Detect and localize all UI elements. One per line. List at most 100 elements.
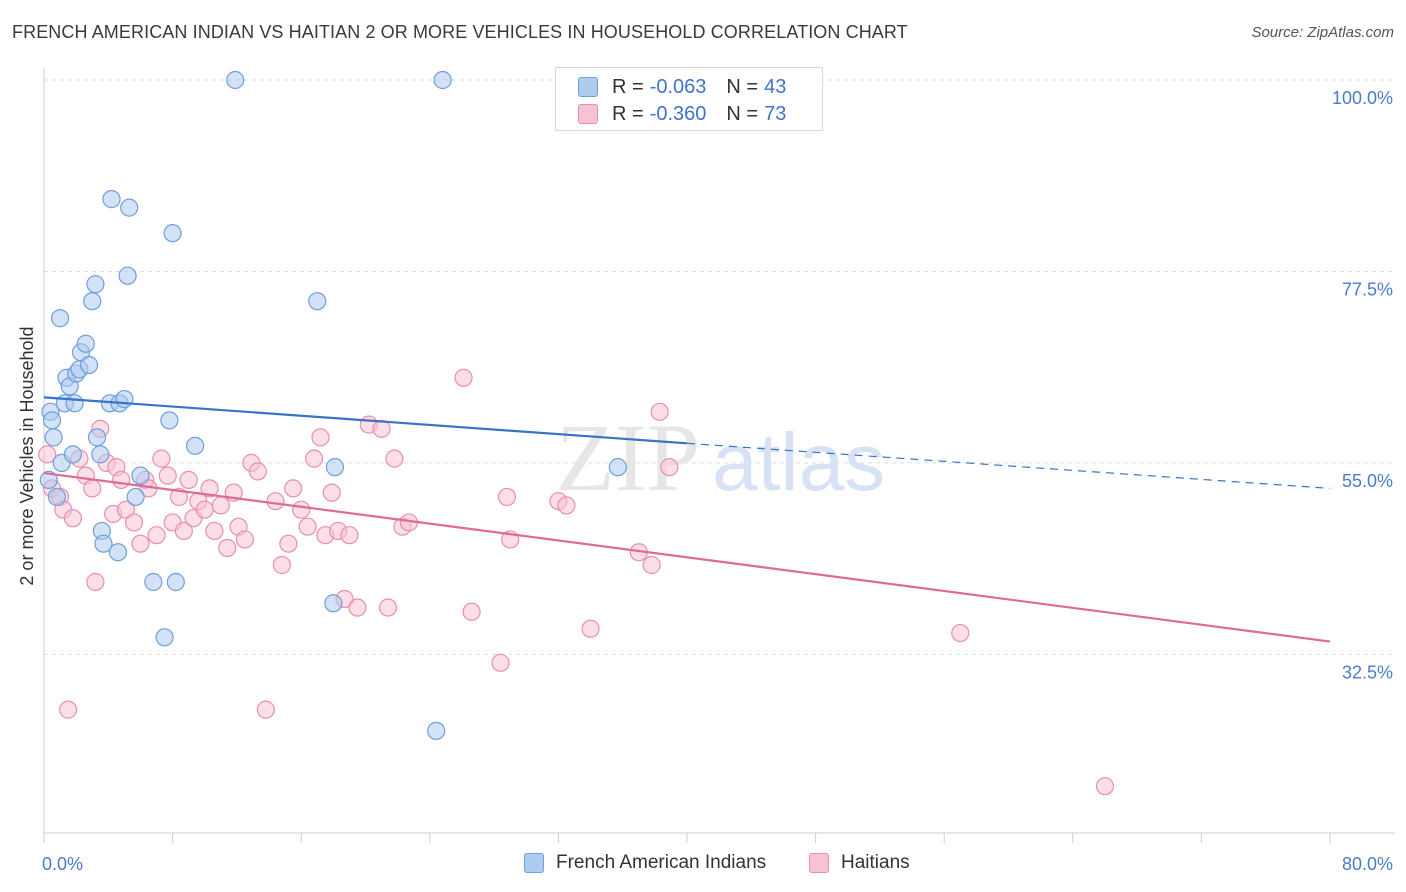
legend-row-blue: R = -0.063 N = 43 bbox=[578, 75, 786, 99]
legend-r-label: R = bbox=[612, 75, 644, 98]
tick-labels: 100.0% 77.5% 55.0% 32.5% 0.0% 80.0% bbox=[42, 88, 1393, 874]
french-american-indians-point bbox=[226, 70, 245, 90]
french-american-indians-point bbox=[102, 190, 121, 209]
blue-trend-line bbox=[43, 396, 688, 445]
haitians-point bbox=[200, 479, 219, 498]
y-tick-label: 100.0% bbox=[1332, 88, 1393, 108]
french-american-indians-point bbox=[118, 266, 137, 285]
series-name-blue: French American Indians bbox=[556, 852, 767, 873]
haitians-point bbox=[650, 402, 669, 421]
series-swatch-pink bbox=[809, 853, 829, 873]
french-american-indians-point bbox=[87, 428, 107, 447]
haitians-point bbox=[174, 521, 193, 541]
haitians-point bbox=[248, 462, 267, 481]
x-tick-label-max: 80.0% bbox=[1342, 854, 1393, 874]
grid-lines bbox=[44, 79, 1395, 655]
haitians-point bbox=[112, 470, 131, 489]
french-american-indians-point bbox=[131, 466, 150, 485]
haitians-point bbox=[195, 500, 214, 519]
haitians-point bbox=[266, 492, 285, 511]
french-american-indians-point bbox=[324, 594, 343, 613]
haitians-point bbox=[218, 538, 237, 558]
french-american-indians-point bbox=[308, 292, 327, 311]
legend-r-value: -0.063 bbox=[649, 75, 707, 98]
watermark-zip: ZIP bbox=[556, 404, 700, 511]
series-legend-french-american-indians: French American Indians bbox=[524, 852, 766, 874]
haitians-point bbox=[152, 449, 171, 468]
french-american-indians-point bbox=[50, 309, 70, 328]
french-american-indians-point bbox=[108, 543, 128, 562]
haitians-point bbox=[1095, 777, 1115, 796]
french-american-indians-point bbox=[94, 534, 113, 553]
haitians-point bbox=[179, 470, 198, 489]
haitians-point bbox=[298, 517, 317, 536]
french-american-indians-point bbox=[63, 445, 83, 464]
legend-swatch-pink bbox=[578, 104, 598, 124]
haitians-point bbox=[124, 513, 144, 532]
haitians-point bbox=[340, 526, 359, 545]
legend-r-label: R = bbox=[612, 102, 644, 125]
french-american-indians-point bbox=[160, 411, 179, 430]
haitians-point bbox=[211, 496, 230, 515]
haitians-point bbox=[256, 700, 275, 719]
x-tick-label-min: 0.0% bbox=[42, 854, 83, 874]
french-american-indians-point bbox=[433, 70, 452, 90]
haitians-point bbox=[272, 555, 292, 575]
french-american-indians-point bbox=[186, 436, 205, 455]
haitians-point bbox=[131, 534, 150, 553]
trend-lines bbox=[43, 396, 1331, 643]
french-american-indians-point bbox=[47, 487, 66, 507]
y-tick-label: 55.0% bbox=[1342, 471, 1393, 491]
haitians-point bbox=[86, 572, 105, 592]
haitians-point bbox=[372, 419, 391, 438]
haitians-point bbox=[147, 526, 166, 545]
haitians-point bbox=[378, 598, 398, 617]
haitians-point bbox=[169, 487, 189, 507]
zipatlas-watermark: ZIP atlas bbox=[556, 404, 885, 511]
french-american-indians-point bbox=[325, 458, 345, 477]
french-american-indians-point bbox=[120, 198, 139, 217]
y-tick-label: 32.5% bbox=[1342, 662, 1393, 682]
french-american-indians-point bbox=[144, 572, 163, 592]
haitians-point bbox=[38, 445, 57, 464]
haitians-point bbox=[348, 598, 367, 617]
series-legend-haitians: Haitians bbox=[809, 852, 910, 874]
french-american-indians-point bbox=[79, 355, 99, 375]
legend-r-value: -0.360 bbox=[649, 102, 707, 125]
french-american-indians-point bbox=[155, 628, 174, 647]
legend-n-label: N = bbox=[726, 102, 759, 125]
haitians-point bbox=[59, 700, 78, 719]
haitians-point bbox=[497, 487, 517, 507]
french-american-indians-point bbox=[608, 458, 627, 477]
y-tick-label: 77.5% bbox=[1342, 279, 1393, 299]
legend-n-value: 43 bbox=[764, 75, 787, 98]
blue-trend-extension bbox=[686, 442, 1331, 490]
haitians-point bbox=[660, 458, 679, 477]
source-label: Source: ZipAtlas.com bbox=[1251, 24, 1394, 41]
french-american-indians-points bbox=[39, 70, 627, 740]
haitians-point bbox=[557, 496, 576, 515]
french-american-indians-point bbox=[91, 445, 110, 464]
haitians-point bbox=[385, 449, 404, 468]
haitians-point bbox=[235, 530, 255, 549]
stats-legend: R = -0.063 N = 43 R = -0.360 N = 73 bbox=[555, 67, 823, 131]
haitians-point bbox=[454, 368, 473, 387]
haitians-point bbox=[63, 509, 83, 528]
haitians-point bbox=[491, 653, 510, 672]
legend-swatch-blue bbox=[578, 77, 598, 97]
french-american-indians-point bbox=[126, 487, 145, 507]
french-american-indians-point bbox=[39, 470, 58, 489]
french-american-indians-point bbox=[44, 428, 63, 447]
series-legend: French American Indians Haitians bbox=[0, 852, 1406, 878]
chart-title: FRENCH AMERICAN INDIAN VS HAITIAN 2 OR M… bbox=[12, 22, 908, 42]
haitians-point bbox=[279, 534, 298, 553]
haitians-point bbox=[205, 521, 224, 541]
haitians-point bbox=[304, 449, 324, 468]
legend-n-label: N = bbox=[726, 75, 759, 98]
french-american-indians-point bbox=[76, 334, 95, 353]
series-name-pink: Haitians bbox=[841, 852, 910, 873]
haitians-point bbox=[292, 500, 311, 519]
watermark-atlas: atlas bbox=[712, 417, 885, 508]
haitians-point bbox=[951, 623, 970, 643]
pink-trend-line bbox=[43, 472, 1331, 643]
